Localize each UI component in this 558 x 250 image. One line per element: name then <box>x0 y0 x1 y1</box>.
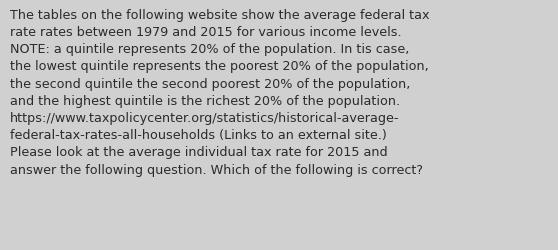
Text: The tables on the following website show the average federal tax
rate rates betw: The tables on the following website show… <box>10 9 430 176</box>
